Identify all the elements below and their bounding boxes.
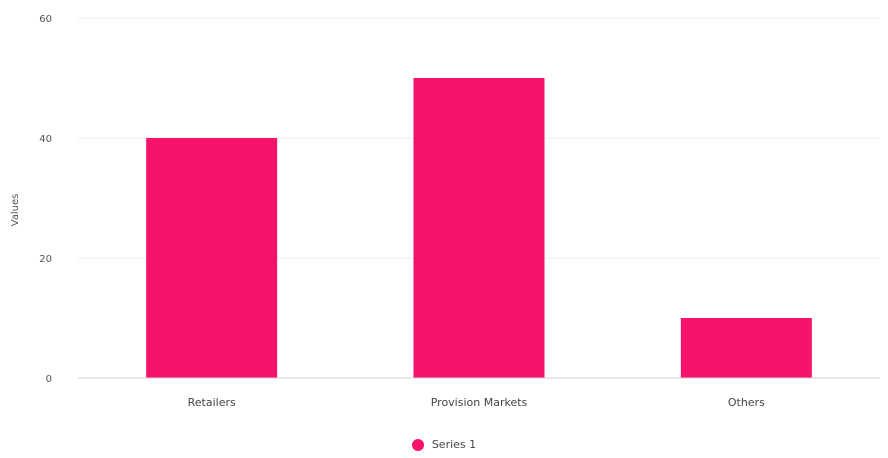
y-tick-label: 40 xyxy=(39,134,52,145)
y-axis-title: Values xyxy=(10,194,21,227)
bar-retailers[interactable] xyxy=(146,138,278,378)
y-tick-label: 20 xyxy=(39,254,52,265)
y-tick-label: 0 xyxy=(46,374,52,385)
legend-swatch-series-1 xyxy=(411,438,424,451)
bar-provision-markets[interactable] xyxy=(413,78,545,378)
x-tick-label: Others xyxy=(728,396,765,409)
x-tick-label: Provision Markets xyxy=(431,396,528,409)
x-axis-labels: Retailers Provision Markets Others xyxy=(188,396,765,409)
bars xyxy=(146,78,812,378)
bar-others[interactable] xyxy=(680,318,812,378)
y-axis-ticks: 0 20 40 60 xyxy=(39,14,52,385)
y-tick-label: 60 xyxy=(39,14,52,25)
legend[interactable]: Series 1 xyxy=(0,438,888,451)
x-tick-label: Retailers xyxy=(188,396,236,409)
legend-label-series-1: Series 1 xyxy=(431,438,477,451)
